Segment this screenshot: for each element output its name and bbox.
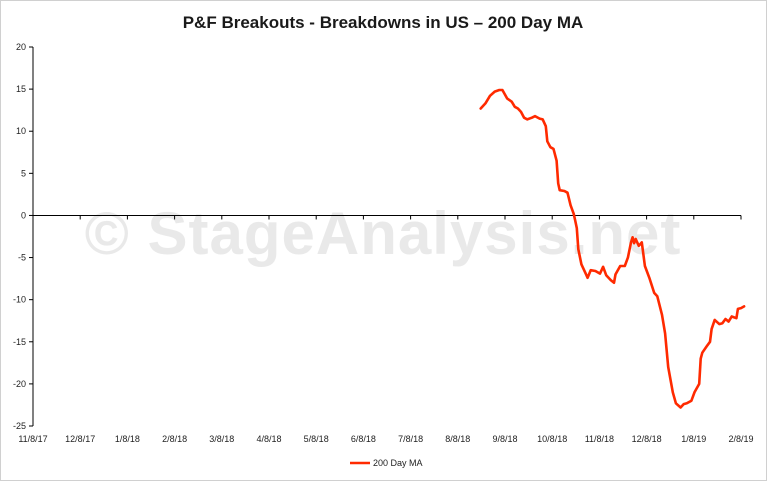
legend: 200 Day MA [350,458,423,468]
x-tick-label: 1/8/18 [115,434,140,444]
y-tick-label: 20 [16,42,26,52]
x-tick-label: 11/8/17 [18,434,47,444]
x-tick-label: 9/8/18 [492,434,517,444]
x-tick-label: 7/8/18 [398,434,423,444]
y-tick-label: -25 [13,421,26,431]
x-tick-label: 12/8/18 [632,434,662,444]
x-tick-label: 6/8/18 [351,434,376,444]
x-tick-label: 5/8/18 [304,434,329,444]
watermark: © StageAnalysis.net [85,200,682,267]
x-tick-label: 11/8/18 [585,434,614,444]
y-tick-label: 10 [16,126,26,136]
x-tick-label: 10/8/18 [537,434,567,444]
series-line [479,88,746,409]
x-tick-label: 2/8/18 [162,434,187,444]
x-tick-label: 4/8/18 [256,434,281,444]
x-tick-label: 3/8/18 [209,434,234,444]
y-tick-label: 5 [21,168,26,178]
y-tick-label: 15 [16,84,26,94]
axes: 20 15 10 5 0 -5 -10 -15 -20 -25 11/8/17 12/8/17 1/8/… [13,42,754,444]
y-tick-label: -10 [13,295,26,305]
x-tick-label: 2/8/19 [728,434,753,444]
plot-area [479,88,746,409]
x-tick-label: 8/8/18 [445,434,470,444]
y-tick-label: 0 [21,210,26,220]
x-tick-label: 1/8/19 [681,434,706,444]
y-tick-label: -20 [13,379,26,389]
y-tick-label: -15 [13,337,26,347]
legend-label: 200 Day MA [373,458,423,468]
y-tick-label: -5 [18,253,26,263]
chart-title: P&F Breakouts - Breakdowns in US – 200 D… [183,13,584,32]
x-tick-label: 12/8/17 [65,434,95,444]
